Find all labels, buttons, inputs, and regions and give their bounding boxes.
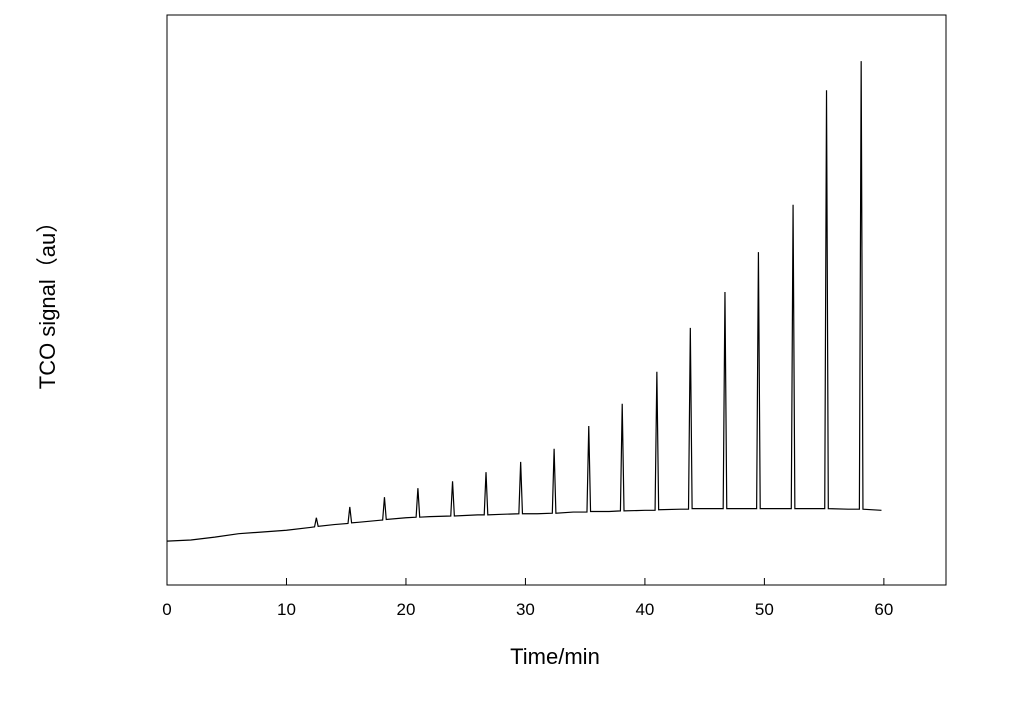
plot-frame [166, 14, 947, 586]
x-tick-label: 50 [755, 600, 774, 619]
x-tick-label: 20 [396, 600, 415, 619]
y-axis-label: TCO signal（au） [35, 211, 60, 390]
signal-line [166, 61, 882, 542]
x-tick-label: 30 [516, 600, 535, 619]
x-tick-label: 60 [874, 600, 893, 619]
x-tick-label: 10 [277, 600, 296, 619]
x-axis-label: Time/min [510, 644, 600, 669]
x-tick-label: 0 [162, 600, 171, 619]
x-tick-label: 40 [635, 600, 654, 619]
